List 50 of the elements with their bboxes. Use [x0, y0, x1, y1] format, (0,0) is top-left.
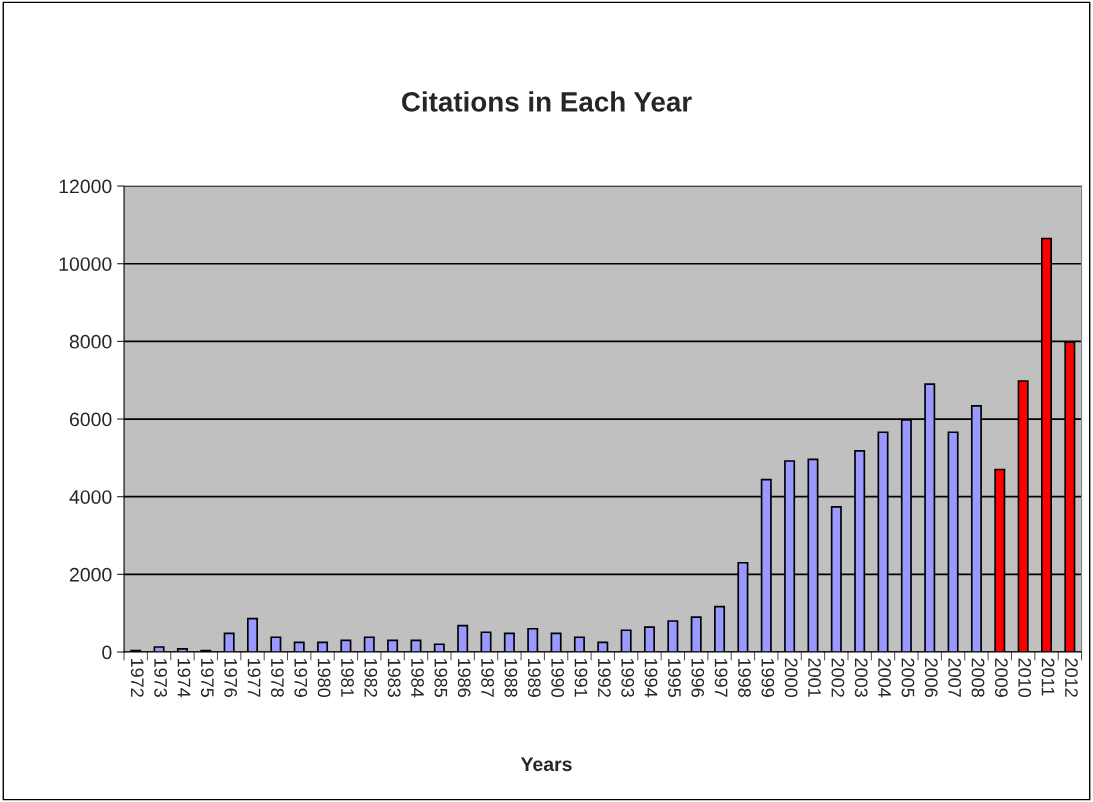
x-tick-label: 1976 — [224, 658, 238, 697]
chart-title: Citations in Each Year — [402, 91, 692, 112]
x-tick-label: 1986 — [457, 658, 471, 697]
x-tick-label: 2008 — [971, 658, 985, 697]
x-tick-label: 1981 — [341, 658, 354, 697]
x-tick-label: 1993 — [621, 658, 635, 697]
x-tick-label: 1999 — [761, 658, 775, 697]
x-tick-label: 2004 — [878, 658, 891, 698]
y-tick-label: 6000 — [69, 412, 112, 427]
x-tick-label: 2005 — [901, 658, 915, 697]
x-tick-label: 1988 — [504, 658, 518, 697]
x-tick-label: 1978 — [271, 658, 284, 697]
x-tick-label: 1992 — [597, 658, 611, 697]
x-tick-label: 1985 — [434, 658, 448, 697]
x-tick-label: 1990 — [551, 658, 565, 698]
x-tick-label: 1991 — [574, 658, 588, 697]
x-tick-label: 1983 — [387, 658, 401, 697]
x-tick-label: 1989 — [527, 658, 541, 697]
x-tick-label: 1977 — [247, 658, 261, 697]
x-tick-label: 2001 — [808, 658, 821, 697]
y-tick-label: 0 — [102, 645, 112, 660]
y-tick-label: 10000 — [59, 257, 112, 271]
x-tick-label: 1975 — [200, 658, 214, 697]
x-tick-label: 1974 — [177, 658, 191, 698]
x-tick-label: 1982 — [364, 658, 378, 697]
y-tick-label: 4000 — [69, 490, 112, 504]
x-tick-label: 1987 — [481, 658, 494, 697]
x-tick-label: 2012 — [1065, 658, 1078, 697]
y-tick-label: 12000 — [59, 179, 112, 194]
x-tick-label: 2000 — [784, 658, 798, 698]
x-tick-label: 2010 — [1018, 658, 1032, 698]
x-tick-label: 1984 — [411, 658, 424, 698]
x-tick-label: 1979 — [294, 658, 308, 697]
x-tick-label: 1996 — [691, 658, 705, 697]
y-tick-label: 8000 — [69, 334, 112, 349]
x-tick-label: 2007 — [948, 658, 962, 697]
x-tick-label: 2009 — [994, 658, 1008, 697]
x-tick-label: 1997 — [714, 658, 728, 697]
x-tick-label: 1973 — [154, 658, 168, 697]
x-tick-label: 2011 — [1041, 658, 1055, 696]
x-tick-label: 2003 — [854, 658, 868, 697]
x-tick-label: 2002 — [831, 658, 845, 697]
x-tick-label: 1980 — [317, 658, 331, 698]
x-tick-label: 1972 — [130, 658, 144, 697]
x-tick-label: 2006 — [924, 658, 938, 697]
y-tick-label: 2000 — [69, 567, 112, 582]
x-tick-label: 1994 — [644, 658, 658, 698]
x-tick-label: 1998 — [738, 658, 751, 697]
x-axis-title: Years — [520, 757, 572, 772]
x-tick-label: 1995 — [668, 658, 681, 697]
